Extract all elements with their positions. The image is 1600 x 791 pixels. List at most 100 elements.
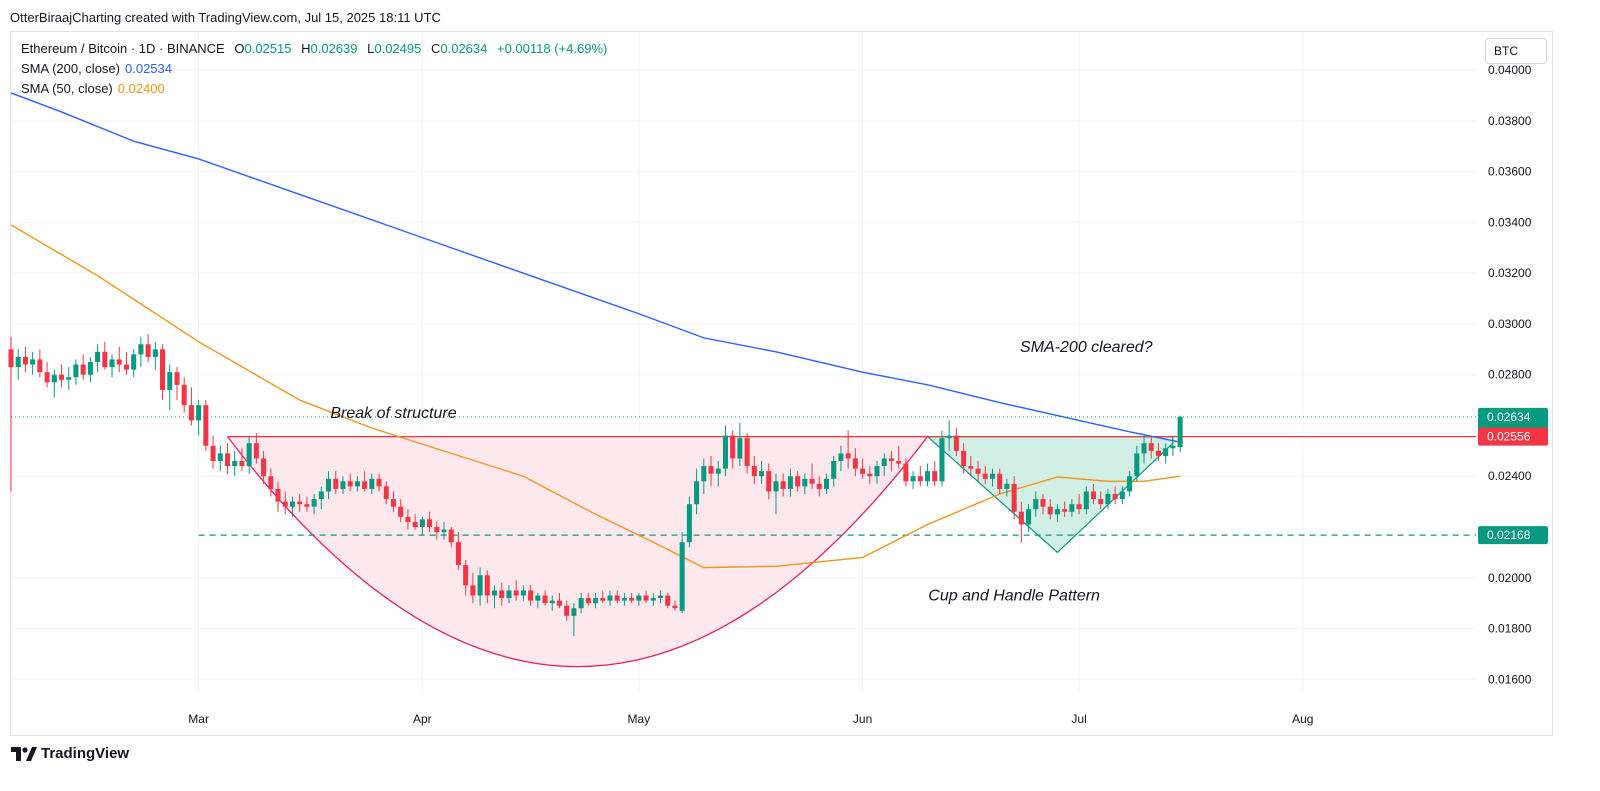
high-label: H: [301, 41, 311, 56]
candle-body: [1119, 491, 1125, 500]
candle-body: [390, 499, 397, 507]
legend-sma50-row[interactable]: SMA (50, close) 0.02400: [21, 81, 165, 96]
candle: [860, 458, 866, 479]
y-tick-label: 0.04000: [1488, 63, 1532, 77]
candle-body: [787, 476, 793, 489]
candle-body: [809, 478, 815, 484]
candle-body: [773, 481, 779, 492]
candle-body: [246, 443, 252, 467]
candle-body: [491, 590, 498, 596]
candle: [340, 476, 346, 494]
candle-body: [1069, 504, 1075, 512]
candle-body: [672, 605, 678, 609]
y-tick-label: 0.03800: [1488, 114, 1532, 128]
candle: [116, 346, 122, 373]
candle: [87, 356, 93, 383]
candle: [152, 341, 158, 370]
candle: [398, 499, 404, 522]
candle-body: [1018, 511, 1024, 525]
candle-body: [354, 481, 360, 487]
candle-body: [556, 600, 562, 606]
candle: [542, 590, 548, 606]
candle-body: [455, 542, 461, 566]
candle-body: [477, 575, 483, 596]
candle-body: [261, 458, 267, 477]
candle-body: [160, 349, 166, 390]
candle-body: [722, 435, 728, 469]
candle: [773, 473, 779, 515]
pattern-drawings: [226, 436, 1174, 668]
candle-body: [167, 372, 173, 390]
candle: [556, 593, 562, 609]
candle-body: [535, 595, 541, 601]
candle: [722, 425, 728, 477]
tradingview-logo-icon: [11, 746, 37, 761]
candle-body: [203, 405, 209, 446]
candle-body: [571, 608, 577, 616]
candle: [787, 468, 793, 497]
candle-body: [506, 590, 512, 599]
candle-body: [903, 463, 909, 482]
candle: [600, 590, 606, 604]
candle: [1127, 471, 1133, 497]
tradingview-logo[interactable]: TradingView: [11, 745, 129, 762]
candle: [419, 516, 425, 535]
candle-body: [1163, 448, 1169, 456]
currency-button[interactable]: BTC: [1485, 38, 1547, 64]
candle: [816, 476, 822, 497]
candle: [701, 458, 707, 494]
candle-body: [181, 384, 187, 406]
candle: [66, 367, 72, 390]
candle: [1112, 486, 1118, 505]
tradingview-brand: TradingView: [41, 745, 130, 762]
candle-body: [643, 595, 649, 601]
candle-body: [982, 473, 988, 479]
candle: [354, 476, 360, 492]
sma50-line: [10, 224, 1181, 569]
sma50-label: SMA (50, close): [21, 81, 113, 96]
candle-body: [448, 529, 454, 543]
candle: [383, 481, 389, 505]
candle: [593, 593, 599, 609]
candle: [181, 377, 187, 413]
candle: [369, 473, 375, 494]
candle-body: [1112, 494, 1118, 500]
candle-body: [145, 344, 151, 357]
price-tag: 0.02168: [1478, 526, 1548, 545]
candlesticks: [8, 334, 1183, 637]
candle-body: [419, 519, 425, 527]
sma50-value: 0.02400: [117, 81, 165, 96]
candle: [1083, 486, 1089, 515]
time-axis[interactable]: Mar Apr May Jun Jul Aug: [188, 712, 1313, 726]
candle-body: [528, 590, 534, 601]
candle: [629, 593, 635, 604]
candle: [751, 455, 757, 484]
candle-body: [412, 521, 418, 527]
candle-body: [925, 471, 931, 482]
candle-body: [751, 466, 757, 477]
candle: [1004, 478, 1010, 497]
candle-body: [326, 478, 332, 492]
candle: [686, 496, 692, 548]
candle: [448, 527, 454, 548]
candle-body: [347, 481, 353, 487]
candle: [58, 364, 65, 388]
candle-body: [961, 450, 967, 467]
x-tick-label: Jul: [1071, 712, 1086, 726]
candle-body: [860, 468, 866, 474]
candle: [95, 344, 101, 373]
price-tag-value: 0.02556: [1487, 430, 1531, 444]
candle-body: [73, 364, 79, 378]
candle-body: [1054, 509, 1060, 515]
legend-symbol-row[interactable]: Ethereum / Bitcoin · 1D · BINANCE O0.025…: [21, 41, 607, 56]
x-tick-label: Apr: [413, 712, 432, 726]
candle-body: [867, 473, 873, 477]
candle-body: [1011, 483, 1017, 512]
candle: [22, 346, 28, 373]
candle-body: [289, 501, 295, 507]
candle: [520, 585, 526, 601]
legend-sma200-row[interactable]: SMA (200, close) 0.02534: [21, 61, 172, 76]
candle: [1069, 499, 1075, 517]
price-axis[interactable]: 0.04000 0.03800 0.03600 0.03400 0.03200 0.030…: [1488, 63, 1532, 686]
